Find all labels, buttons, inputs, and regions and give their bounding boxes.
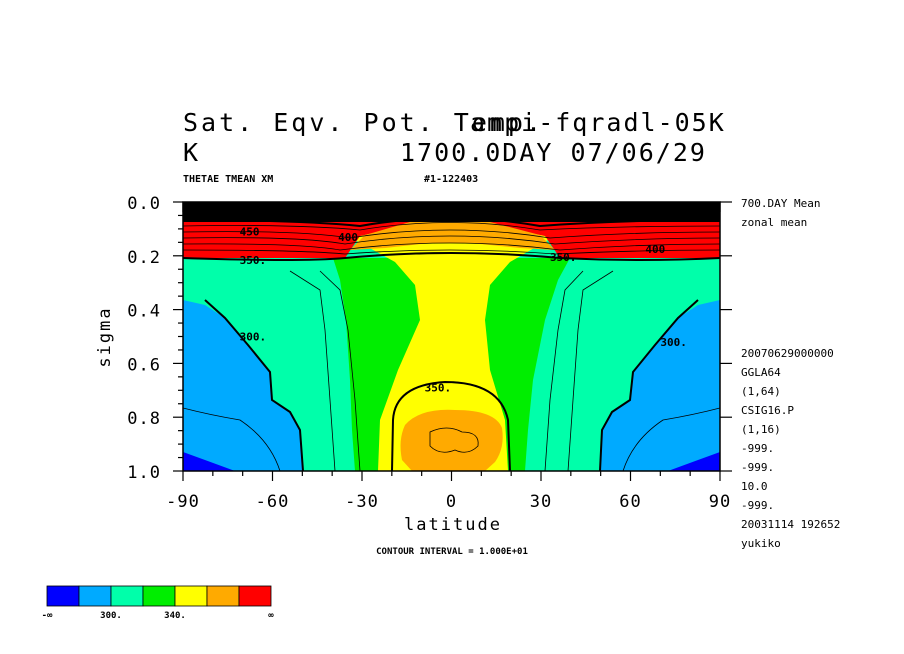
- contour-label: 350.: [550, 251, 577, 264]
- thin-contour-lines: [183, 270, 720, 471]
- contour-interval-label: CONTOUR INTERVAL = 1.000E+01: [376, 547, 528, 557]
- contour-labels: 450 400 350. 350. 400 300. 300. 350.: [240, 226, 687, 395]
- meta-line: -999.: [741, 461, 774, 474]
- colorbar-swatch: [46, 585, 80, 607]
- x-tick-label: 60: [619, 492, 641, 512]
- contour-label: 300.: [660, 336, 687, 349]
- contour-label: 450: [240, 226, 260, 239]
- colorbar-swatch: [78, 585, 112, 607]
- chart-time-label: 1700.0DAY 07/06/29: [400, 138, 707, 167]
- contour-label: 350.: [240, 254, 267, 267]
- field-region-east-deepblue: [668, 452, 720, 471]
- colorbar-swatch: [238, 585, 272, 607]
- axis-ticks: [173, 201, 732, 481]
- x-tick-label: -30: [345, 492, 379, 512]
- mean-label: 700.DAY Mean: [741, 197, 820, 210]
- y-tick-label: 1.0: [127, 463, 161, 483]
- x-tick-label: -90: [166, 492, 200, 512]
- colorbar-labels: -∞ 300. 340. ∞: [42, 611, 275, 621]
- field-region-orange-lower-inner: [429, 427, 479, 453]
- run-id-label: #1-122403: [424, 174, 478, 185]
- x-tick-label: 30: [530, 492, 552, 512]
- y-tick-label: 0.8: [127, 409, 161, 429]
- contour-label: 350.: [425, 382, 452, 395]
- plot-area: [183, 202, 720, 471]
- x-tick-label: 0: [446, 492, 457, 512]
- x-axis-title: latitude: [404, 515, 502, 535]
- colorbar-swatch: [206, 585, 240, 607]
- colorbar-label: ∞: [268, 611, 274, 621]
- chart-title-line1: Sat. Eqv. Pot. Temp.: [183, 108, 544, 137]
- y-tick-label: 0.4: [127, 302, 161, 322]
- chart-title-overlap: ampi-fqradl-05K: [470, 108, 726, 137]
- y-tick-label: 0.0: [127, 194, 161, 214]
- variable-label: THETAE TMEAN XM: [183, 174, 273, 185]
- y-tick-label: 0.6: [127, 355, 161, 375]
- meta-lines: 20070629000000 GGLA64 (1,64) CSIG16.P (1,16)…: [741, 347, 840, 550]
- meta-line: (1,16): [741, 423, 781, 436]
- x-tick-label: 90: [709, 492, 731, 512]
- meta-line: yukiko: [741, 537, 781, 550]
- meta-line: 10.0: [741, 480, 768, 493]
- colorbar-swatch: [174, 585, 208, 607]
- zonal-label: zonal mean: [741, 216, 807, 229]
- meta-line: 20031114 192652: [741, 518, 840, 531]
- meta-line: GGLA64: [741, 366, 781, 379]
- field-region-east-blue: [600, 300, 720, 471]
- chart-units: K: [183, 138, 198, 167]
- meta-line: 20070629000000: [741, 347, 834, 360]
- contour-label: 400: [338, 231, 358, 244]
- contour-label: 400: [645, 243, 665, 256]
- meta-line: CSIG16.P: [741, 404, 794, 417]
- axis-labels: -90 -60 -30 0 30 60 90 0.0 0.2 0.4 0.6 0.8 1.0: [127, 194, 731, 512]
- thick-contour-lines: [183, 217, 720, 471]
- colorbar-label: -∞: [42, 611, 53, 621]
- colorbar: [46, 585, 272, 607]
- colorbar-swatch: [142, 585, 176, 607]
- field-region-west-blue: [183, 300, 303, 471]
- y-tick-label: 0.2: [127, 248, 161, 268]
- y-axis-title: sigma: [95, 306, 115, 367]
- meta-line: -999.: [741, 499, 774, 512]
- colorbar-label: 300.: [100, 611, 122, 621]
- field-region-yellow: [352, 215, 552, 471]
- meta-line: -999.: [741, 442, 774, 455]
- contour-label: 300.: [240, 331, 267, 344]
- colorbar-label: 340.: [164, 611, 186, 621]
- colorbar-swatch: [110, 585, 144, 607]
- field-region-west-deepblue: [183, 452, 235, 471]
- x-tick-label: -60: [256, 492, 290, 512]
- upper-contour-lines: [183, 222, 720, 255]
- meta-line: (1,64): [741, 385, 781, 398]
